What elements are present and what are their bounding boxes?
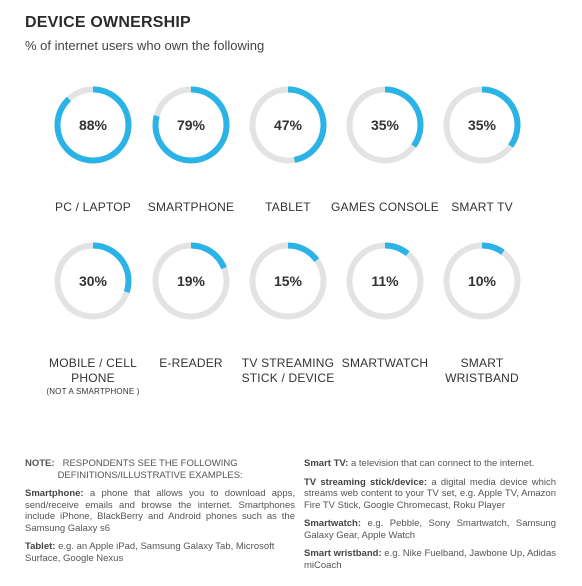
- donut-svg-e-reader: [152, 242, 230, 320]
- donut-svg-games-console: [346, 86, 424, 164]
- donut-arc-e-reader: [152, 242, 230, 320]
- term-smartphone: Smartphone:: [25, 488, 84, 499]
- donut-value-smartwatch: 11%: [371, 273, 399, 289]
- donut-svg-tv-streaming-stick-device: [249, 242, 327, 320]
- text-tv-stick: a digital media device which streams web…: [304, 476, 557, 511]
- donut-svg-smart-wristband: [443, 242, 521, 320]
- note-header: NOTE: RESPONDENTS SEE THE FOLLOWING DEFI…: [25, 458, 295, 481]
- donut-tablet: 47%: [248, 85, 328, 165]
- donut-value-pc-laptop: 88%: [78, 117, 108, 133]
- definition-smartwatch: Smartwatch: e.g. Pebble, Sony Smartwatch…: [304, 518, 556, 541]
- donut-arc-smartphone: [152, 86, 230, 164]
- category-label-smart-tv: SMART TV: [451, 200, 513, 214]
- donut-smart-wristband: 10%: [442, 241, 522, 321]
- donut-value-tv-streaming-stick-device: 15%: [273, 273, 303, 289]
- donut-arc-smartwatch: [346, 242, 424, 320]
- definition-tv-stick: TV streaming stick/device: a digital med…: [304, 477, 556, 512]
- category-label-smart-wristband: SMART WRISTBAND: [427, 356, 537, 386]
- donut-value-smart-tv: 35%: [467, 117, 497, 133]
- donut-arc-tv-streaming-stick-device: [249, 242, 327, 320]
- category-label-mobile-line1: MOBILE / CELL: [49, 356, 137, 370]
- text-smartwatch: e.g. Pebble, Sony Smartwatch, Samsung Ga…: [304, 518, 556, 541]
- category-label-tv-streaming: TV STREAMING STICK / DEVICE: [233, 356, 343, 386]
- donut-svg-mobile-cell-phone: [54, 242, 132, 320]
- donut-pc-laptop: 88%: [53, 85, 133, 165]
- donut-value-e-reader: 19%: [176, 273, 206, 289]
- donut-arc-pc-laptop: [54, 86, 132, 164]
- category-label-pc-laptop: PC / LAPTOP: [54, 200, 131, 214]
- term-smartwatch: Smartwatch:: [304, 518, 362, 529]
- donut-smartphone: 79%: [151, 85, 231, 165]
- donut-svg-tablet: [249, 86, 327, 164]
- donut-arc-mobile-cell-phone: [54, 242, 132, 320]
- donut-smartwatch: 11%: [345, 241, 425, 321]
- donut-tv-streaming-stick-device: 15%: [248, 241, 328, 321]
- category-label-wristband-line1: SMART: [460, 356, 504, 370]
- category-label-tv-line1: TV STREAMING: [241, 356, 335, 370]
- term-smart-tv: Smart TV:: [304, 458, 349, 469]
- donut-mobile-cell-phone: 30%: [53, 241, 133, 321]
- text-smart-wristband: e.g. Nike Fuelband, Jawbone Up, Adidas m…: [304, 548, 556, 571]
- definition-smartphone: Smartphone: a phone that allows you to d…: [25, 488, 295, 534]
- term-tablet: Tablet:: [25, 541, 56, 552]
- note-line2: DEFINITIONS/ILLUSTRATIVE EXAMPLES:: [57, 469, 243, 481]
- notes-left-column: NOTE: RESPONDENTS SEE THE FOLLOWING DEFI…: [25, 458, 295, 571]
- definition-smart-tv: Smart TV: a television that can connect …: [304, 458, 556, 470]
- donut-value-smart-wristband: 10%: [467, 273, 497, 289]
- category-label-games-console: GAMES CONSOLE: [331, 200, 439, 214]
- donut-svg-smart-tv: [443, 86, 521, 164]
- definition-tablet: Tablet: e.g. an Apple iPad, Samsung Gala…: [25, 541, 295, 564]
- note-label: NOTE:: [25, 458, 55, 469]
- notes-right-column: Smart TV: a television that can connect …: [304, 458, 556, 578]
- donut-arc-smart-wristband: [443, 242, 521, 320]
- note-line1: RESPONDENTS SEE THE FOLLOWING: [62, 458, 238, 469]
- chart-subtitle: % of internet users who own the followin…: [25, 38, 265, 53]
- category-label-mobile-phone: MOBILE / CELL PHONE (NOT A SMARTPHONE ): [38, 356, 148, 398]
- donut-value-tablet: 47%: [273, 117, 303, 133]
- donut-e-reader: 19%: [151, 241, 231, 321]
- donut-games-console: 35%: [345, 85, 425, 165]
- donut-arc-smart-tv: [443, 86, 521, 164]
- category-label-wristband-line2: WRISTBAND: [445, 371, 519, 385]
- donut-smart-tv: 35%: [442, 85, 522, 165]
- term-tv-stick: TV streaming stick/device:: [304, 476, 428, 488]
- donut-value-games-console: 35%: [370, 117, 400, 133]
- category-label-smartwatch: SMARTWATCH: [341, 356, 429, 370]
- donut-value-smartphone: 79%: [176, 117, 206, 133]
- category-label-e-reader: E-READER: [159, 356, 223, 370]
- text-smart-tv: a television that can connect to the int…: [351, 458, 535, 469]
- donut-arc-tablet: [249, 86, 327, 164]
- note-text: RESPONDENTS SEE THE FOLLOWING DEFINITION…: [58, 458, 243, 481]
- category-label-mobile-line2: PHONE: [71, 371, 115, 385]
- term-smart-wristband: Smart wristband:: [304, 548, 382, 559]
- text-smartphone: a phone that allows you to download apps…: [25, 488, 296, 534]
- donut-svg-pc-laptop: [54, 86, 132, 164]
- text-tablet: e.g. an Apple iPad, Samsung Galaxy Tab, …: [25, 541, 275, 564]
- definition-smart-wristband: Smart wristband: e.g. Nike Fuelband, Jaw…: [304, 548, 556, 571]
- category-label-tablet: TABLET: [265, 200, 311, 214]
- donut-svg-smartwatch: [346, 242, 424, 320]
- donut-svg-smartphone: [152, 86, 230, 164]
- donut-arc-games-console: [346, 86, 424, 164]
- donut-value-mobile-cell-phone: 30%: [78, 273, 108, 289]
- chart-title: DEVICE OWNERSHIP: [25, 14, 191, 31]
- category-label-smartphone: SMARTPHONE: [147, 200, 235, 214]
- category-label-tv-line2: STICK / DEVICE: [241, 371, 335, 385]
- category-label-mobile-note: (NOT A SMARTPHONE ): [46, 387, 140, 396]
